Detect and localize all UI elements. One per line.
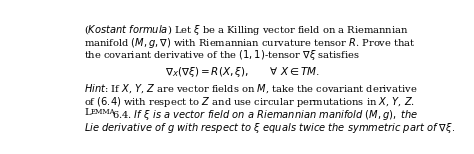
Text: $\nabla_X(\nabla\xi) = R(X,\xi),\qquad \forall\ X \in TM.$: $\nabla_X(\nabla\xi) = R(X,\xi),\qquad \… <box>165 65 320 79</box>
Text: $\mathit{Lie\ derivative\ of\ g\ with\ respect\ to\ \xi\ equals\ twice\ the\ sym: $\mathit{Lie\ derivative\ of\ g\ with\ r… <box>84 121 456 135</box>
Text: manifold $(M, g, \nabla)$ with Riemannian curvature tensor $R$. Prove that: manifold $(M, g, \nabla)$ with Riemannia… <box>84 36 416 50</box>
Text: the covariant derivative of the $(1,1)$-tensor $\nabla\xi$ satisfies: the covariant derivative of the $(1,1)$-… <box>84 48 360 62</box>
Text: EMMA: EMMA <box>91 108 116 116</box>
Text: L: L <box>84 108 91 117</box>
Text: of $(6.4)$ with respect to $Z$ and use circular permutations in $X$, $Y$, $Z$.: of $(6.4)$ with respect to $Z$ and use c… <box>84 95 415 109</box>
Text: $\mathit{Hint}$: If $X$, $Y$, $Z$ are vector fields on $M$, take the covariant d: $\mathit{Hint}$: If $X$, $Y$, $Z$ are ve… <box>84 82 418 95</box>
Text: 6.4. $\mathit{If\ \xi\ is\ a\ vector\ field\ on\ a\ Riemannian\ manifold\ (M,g),: 6.4. $\mathit{If\ \xi\ is\ a\ vector\ fi… <box>112 108 419 122</box>
Text: ($\mathit{Kostant\ formula}$) Let $\xi$ be a Killing vector field on a Riemannia: ($\mathit{Kostant\ formula}$) Let $\xi$ … <box>84 23 409 37</box>
